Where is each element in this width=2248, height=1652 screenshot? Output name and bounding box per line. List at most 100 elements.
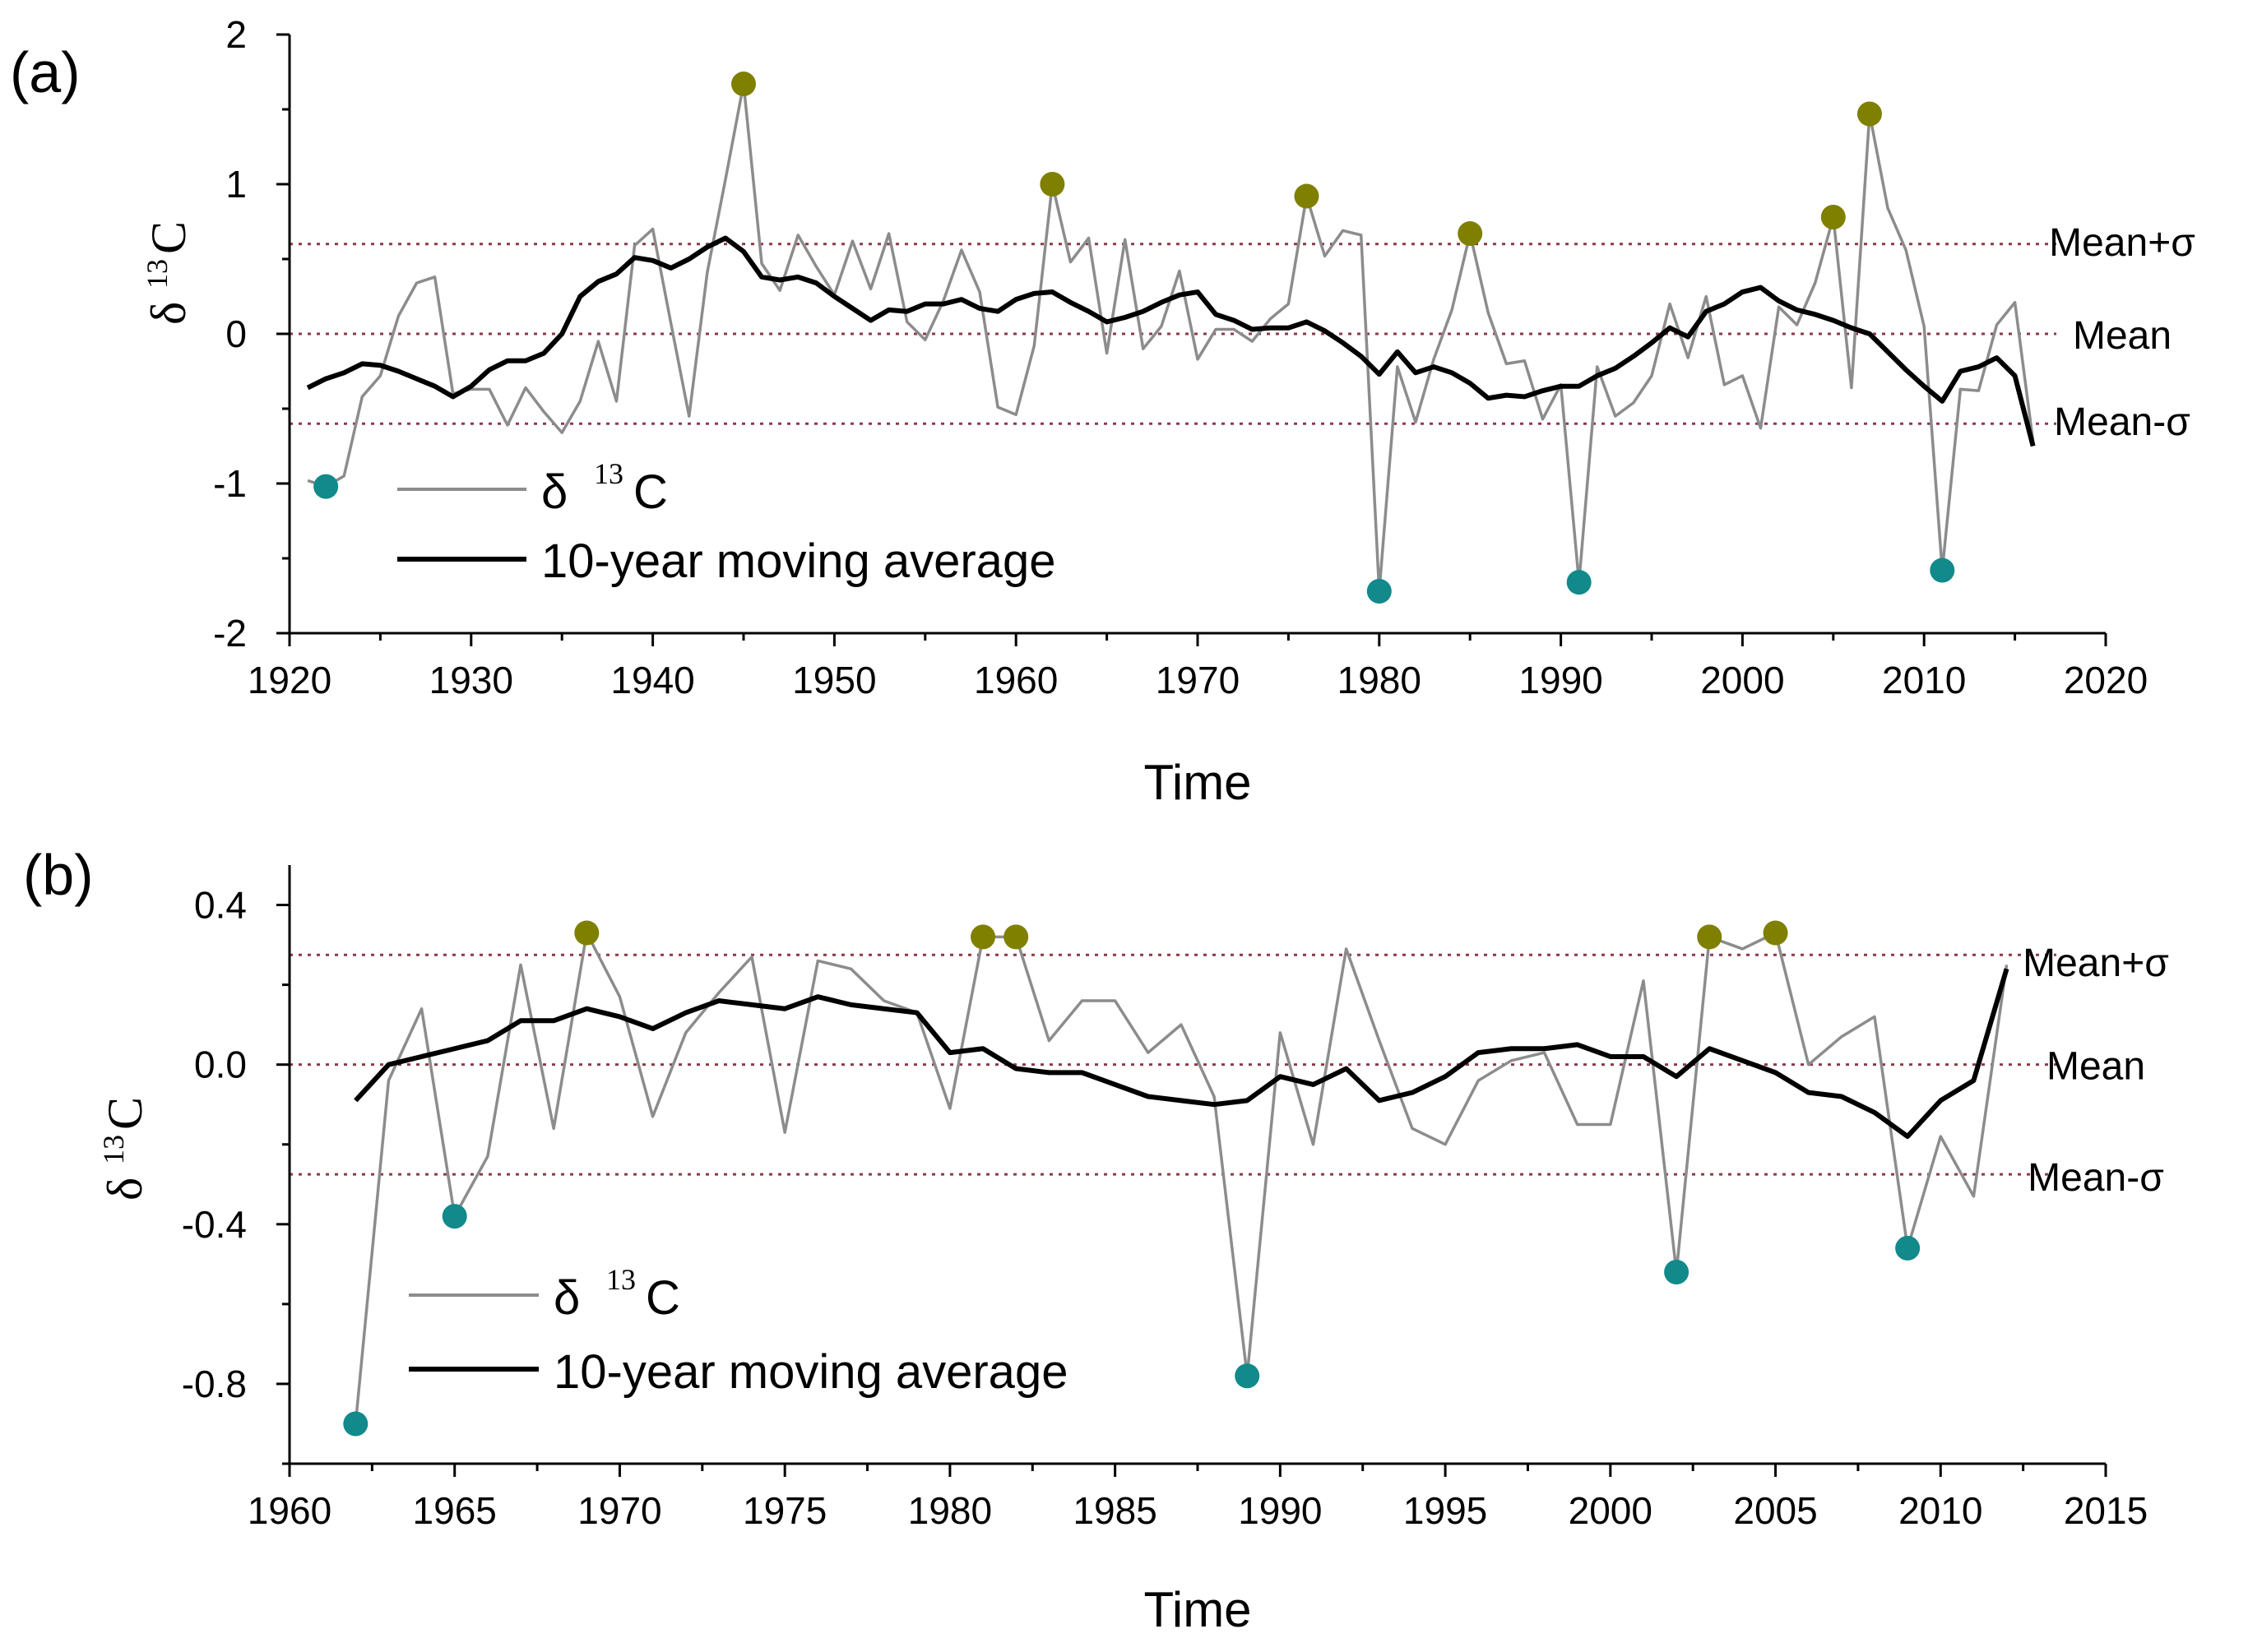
panel-b-y-title-sup: 13 (97, 1135, 130, 1164)
panel-b-legend-raw-delta: δ (554, 1271, 580, 1325)
panel-a-x-tick-label-3: 1950 (792, 659, 876, 701)
panel-b-label: (b) (23, 843, 94, 907)
panel-a-y-title-delta: δ (141, 302, 196, 325)
panel-b-low-marker-0 (343, 1411, 368, 1437)
panel-a-axes (276, 33, 2107, 646)
panel-b-y-tick-label-1: -0.4 (182, 1203, 247, 1246)
panel-b-reference-lines (290, 953, 2056, 1176)
panel-a-y-title-c: C (141, 221, 196, 254)
panel-a-high-marker-3 (1458, 221, 1483, 247)
panel-a-ref-label-2: Mean-σ (2054, 400, 2190, 444)
panel-a-low-marker-0 (313, 474, 339, 499)
panel-b: (b) Mean+σ Mean Mean-σ 1960 1965 1970 1975 198… (23, 843, 2169, 1637)
panel-b-x-tick-label-2: 1970 (577, 1489, 661, 1532)
panel-b-x-tick-label-10: 2010 (1898, 1489, 1982, 1532)
panel-a-label: (a) (10, 40, 81, 104)
panel-a-x-tick-label-9: 2010 (1882, 659, 1966, 701)
panel-b-average-line (354, 968, 2009, 1140)
panel-a: (a) Mean+σ Mean Mean-σ 1920 1930 1940 1950 196… (10, 13, 2195, 810)
panel-a-y-tick-label-4: 2 (225, 13, 247, 56)
panel-b-x-tick-label-0: 1960 (248, 1489, 331, 1532)
panel-a-legend-raw-c: C (633, 465, 668, 519)
panel-a-y-tick-label-3: 1 (225, 163, 247, 206)
panel-a-average-series (306, 235, 2036, 447)
panel-b-high-marker-1 (971, 924, 996, 950)
panel-a-x-tick-label-5: 1970 (1156, 659, 1240, 701)
panel-a-high-marker-2 (1294, 183, 1319, 209)
panel-a-x-tick-label-4: 1960 (974, 659, 1058, 701)
panel-a-x-axis-title: Time (1143, 755, 1251, 810)
panel-a-y-tick-label-2: 0 (225, 312, 247, 355)
panel-b-legend: δ 13 C 10-year moving average (409, 1263, 1068, 1399)
panel-a-x-tick-label-7: 1990 (1518, 659, 1602, 701)
panel-a-x-tick-label-6: 1980 (1337, 659, 1421, 701)
panel-a-high-marker-4 (1820, 205, 1846, 230)
panel-b-low-marker-3 (1664, 1260, 1689, 1285)
panel-a-low-marker-2 (1566, 570, 1592, 595)
panel-a-x-tick-label-10: 2020 (2064, 659, 2148, 701)
panel-b-x-tick-label-9: 2005 (1733, 1489, 1817, 1532)
panel-a-reference-labels: Mean+σ Mean Mean-σ (2049, 221, 2195, 444)
panel-a-x-tick-label-0: 1920 (248, 659, 331, 701)
panel-b-y-tick-labels: -0.8 -0.4 0.0 0.4 (182, 884, 247, 1405)
panel-b-x-tick-label-4: 1980 (908, 1489, 992, 1532)
panel-b-low-marker-2 (1235, 1363, 1260, 1389)
panel-b-x-tick-label-8: 2000 (1569, 1489, 1652, 1532)
panel-b-average-series (354, 968, 2009, 1140)
panel-a-high-marker-0 (731, 72, 756, 97)
panel-b-high-marker-4 (1763, 920, 1788, 946)
panel-a-y-axis-title: δ 13 C (141, 221, 196, 325)
panel-b-y-title-c: C (98, 1097, 152, 1130)
panel-b-legend-raw-c: C (646, 1271, 680, 1325)
panel-b-y-tick-label-0: -0.8 (182, 1363, 247, 1405)
panel-b-y-axis-title: δ 13 C (97, 1097, 152, 1201)
panel-b-x-tick-label-6: 1990 (1238, 1489, 1322, 1532)
panel-a-high-marker-1 (1040, 172, 1065, 197)
panel-b-axes (276, 865, 2107, 1477)
panel-a-y-tick-label-0: -2 (213, 612, 247, 655)
panel-a-x-tick-label-2: 1940 (610, 659, 694, 701)
panel-b-legend-raw-sup: 13 (606, 1263, 636, 1296)
panel-b-legend-average-label: 10-year moving average (554, 1345, 1068, 1399)
panel-b-raw-series (354, 931, 2009, 1424)
panel-a-ref-label-1: Mean (2073, 314, 2172, 358)
panel-a-y-tick-label-1: -1 (213, 462, 247, 505)
panel-b-y-tick-label-2: 0.0 (194, 1043, 247, 1086)
panel-a-ref-label-0: Mean+σ (2049, 221, 2195, 265)
panel-b-raw-line (354, 931, 2009, 1424)
panel-a-average-line (306, 235, 2036, 447)
panel-b-high-marker-3 (1697, 924, 1722, 950)
panel-a-legend: δ 13 C 10-year moving average (397, 457, 1055, 588)
panel-b-x-tick-labels: 1960 1965 1970 1975 1980 1985 1990 1995 2000 2005… (248, 1489, 2148, 1532)
panel-a-legend-average-label: 10-year moving average (541, 534, 1055, 588)
panel-b-x-tick-label-11: 2015 (2064, 1489, 2148, 1532)
panel-b-y-tick-label-3: 0.4 (194, 884, 247, 927)
panel-b-markers (343, 920, 1921, 1437)
panel-a-x-tick-label-1: 1930 (429, 659, 513, 701)
panel-a-high-marker-5 (1856, 101, 1882, 127)
panel-b-x-tick-label-1: 1965 (413, 1489, 497, 1532)
panel-b-ref-label-1: Mean (2046, 1045, 2145, 1089)
panel-b-reference-labels: Mean+σ Mean Mean-σ (2023, 942, 2169, 1200)
panel-b-low-marker-1 (442, 1204, 467, 1229)
panel-a-markers (313, 72, 1955, 604)
panel-b-high-marker-2 (1003, 924, 1029, 950)
panel-b-x-axis-title: Time (1143, 1582, 1251, 1637)
panel-a-x-tick-label-8: 2000 (1700, 659, 1784, 701)
panel-b-x-tick-label-3: 1975 (743, 1489, 827, 1532)
panel-b-high-marker-0 (574, 920, 600, 946)
panel-a-y-tick-labels: -2 -1 0 1 2 (213, 13, 247, 655)
panel-b-ref-label-0: Mean+σ (2023, 942, 2169, 985)
panel-b-y-title-delta: δ (98, 1178, 152, 1201)
panel-b-low-marker-4 (1895, 1235, 1921, 1261)
panel-b-x-tick-label-7: 1995 (1403, 1489, 1487, 1532)
panel-a-reference-lines (290, 243, 2056, 425)
panel-b-x-tick-label-5: 1985 (1073, 1489, 1156, 1532)
panel-a-legend-raw-delta: δ (541, 465, 568, 519)
panel-b-ref-label-2: Mean-σ (2028, 1156, 2164, 1200)
panel-a-y-title-sup: 13 (141, 259, 174, 289)
panel-a-x-tick-labels: 1920 1930 1940 1950 1960 1970 1980 1990 2000 2010… (248, 659, 2148, 701)
panel-a-low-marker-3 (1930, 558, 1955, 583)
panel-a-low-marker-1 (1366, 579, 1392, 604)
